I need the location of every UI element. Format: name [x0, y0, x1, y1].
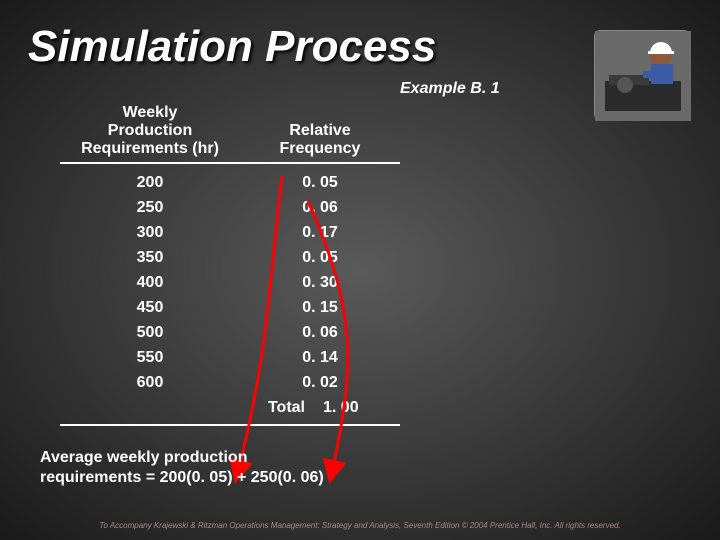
table-rule-top [60, 162, 400, 164]
footer-formula: Average weekly production requirements =… [40, 448, 324, 488]
cell-requirement: 400 [60, 270, 240, 295]
table-row: 4500. 15 [60, 295, 400, 320]
table-row: 6000. 02 [60, 370, 400, 395]
cell-frequency: 0. 06 [240, 320, 400, 345]
table-row: 2000. 05 [60, 170, 400, 195]
table-row: 4000. 30 [60, 270, 400, 295]
cell-frequency: 0. 15 [240, 295, 400, 320]
footer-line2: requirements = 200(0. 05) + 250(0. 06) [40, 469, 324, 486]
cell-frequency: 0. 06 [240, 195, 400, 220]
slide-title: Simulation Process [28, 22, 436, 72]
example-label: Example B. 1 [400, 80, 500, 98]
cell-requirement: 450 [60, 295, 240, 320]
h-right-l1: Relative [289, 122, 350, 139]
cell-requirement: 350 [60, 245, 240, 270]
cell-requirement: 250 [60, 195, 240, 220]
cell-requirement: 600 [60, 370, 240, 395]
cell-frequency: 0. 05 [240, 170, 400, 195]
cell-frequency: 0. 14 [240, 345, 400, 370]
table-row: 5500. 14 [60, 345, 400, 370]
h-left-l3: Requirements (hr) [81, 140, 219, 157]
col-header-requirements: Weekly Production Requirements (hr) [60, 104, 240, 158]
data-table: Weekly Production Requirements (hr) Rela… [60, 104, 400, 430]
footer-line1: Average weekly production [40, 449, 247, 466]
cell-frequency: 0. 17 [240, 220, 400, 245]
h-left-l1: Weekly [123, 104, 178, 121]
worker-clipart [594, 30, 690, 120]
total-row: Total 1. 00 [60, 395, 400, 420]
cell-requirement: 500 [60, 320, 240, 345]
total-value: 1. 00 [315, 395, 400, 420]
table-body: 2000. 052500. 063000. 173500. 054000. 30… [60, 170, 400, 395]
h-right-l2: Frequency [280, 140, 361, 157]
cell-frequency: 0. 05 [240, 245, 400, 270]
cell-requirement: 550 [60, 345, 240, 370]
table-row: 3500. 05 [60, 245, 400, 270]
col-header-frequency: Relative Frequency [240, 104, 400, 158]
cell-frequency: 0. 30 [240, 270, 400, 295]
table-row: 5000. 06 [60, 320, 400, 345]
cell-requirement: 200 [60, 170, 240, 195]
cell-frequency: 0. 02 [240, 370, 400, 395]
total-label: Total [60, 395, 315, 420]
table-row: 2500. 06 [60, 195, 400, 220]
table-row: 3000. 17 [60, 220, 400, 245]
copyright-text: To Accompany Krajewski & Ritzman Operati… [0, 521, 720, 530]
cell-requirement: 300 [60, 220, 240, 245]
h-left-l2: Production [108, 122, 192, 139]
table-rule-bottom [60, 424, 400, 426]
